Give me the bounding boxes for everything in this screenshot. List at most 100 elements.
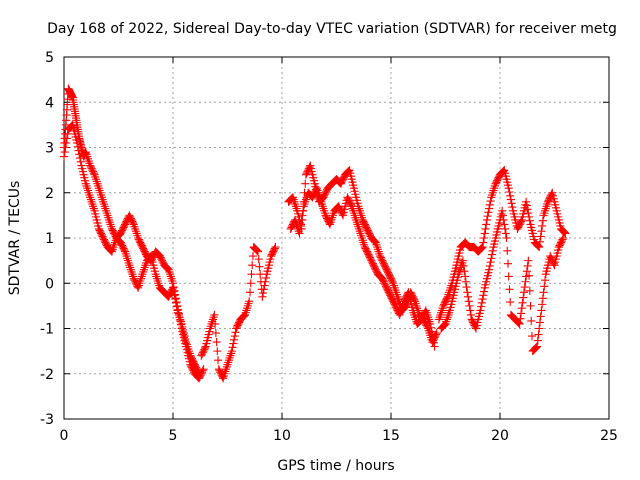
data-point-fill bbox=[448, 294, 457, 303]
data-point-fill bbox=[381, 264, 390, 273]
data-point-fill bbox=[483, 271, 492, 280]
data-point-fill bbox=[516, 218, 525, 227]
data-point-fill bbox=[148, 258, 157, 267]
data-point-fill bbox=[490, 236, 499, 246]
data-point-fill bbox=[493, 175, 502, 184]
data-point-fill bbox=[81, 176, 90, 185]
data-point bbox=[533, 342, 542, 351]
data-point-fill bbox=[198, 348, 207, 357]
data-point bbox=[164, 292, 173, 301]
data-point-fill bbox=[377, 255, 386, 264]
data-point bbox=[195, 369, 204, 378]
data-point-fill bbox=[60, 147, 69, 157]
data-point bbox=[432, 328, 441, 338]
data-point-fill bbox=[192, 363, 201, 372]
data-series bbox=[437, 206, 568, 356]
data-point-fill bbox=[204, 330, 213, 339]
data-point bbox=[493, 224, 502, 233]
data-point-fill bbox=[477, 298, 486, 307]
data-point-fill bbox=[527, 223, 536, 232]
data-point bbox=[362, 224, 372, 233]
data-points bbox=[59, 84, 570, 383]
data-point-fill bbox=[506, 191, 515, 200]
data-point-fill bbox=[307, 167, 316, 176]
data-point-fill bbox=[385, 289, 394, 298]
data-point bbox=[190, 360, 199, 369]
data-point-fill bbox=[294, 212, 303, 221]
data-point-fill bbox=[97, 229, 106, 238]
data-point-fill bbox=[447, 300, 456, 309]
data-point bbox=[380, 261, 389, 270]
data-point-fill bbox=[378, 256, 387, 265]
data-point-fill bbox=[172, 302, 181, 311]
data-point-fill bbox=[180, 331, 189, 341]
data-point-fill bbox=[119, 223, 128, 232]
data-point-fill bbox=[423, 322, 432, 332]
data-point-fill bbox=[465, 301, 474, 310]
y-tick-label: -1 bbox=[40, 322, 54, 338]
data-point-fill bbox=[139, 244, 148, 253]
data-point-fill bbox=[508, 203, 517, 212]
data-point-fill bbox=[88, 166, 97, 175]
data-point-fill bbox=[195, 372, 204, 381]
data-point-fill bbox=[347, 175, 356, 184]
data-point-fill bbox=[308, 170, 317, 179]
data-point-fill bbox=[261, 273, 271, 283]
x-tick-label: 20 bbox=[491, 428, 509, 444]
data-point bbox=[369, 261, 378, 270]
data-point-fill bbox=[179, 328, 188, 338]
data-point-fill bbox=[486, 258, 495, 267]
data-point bbox=[400, 297, 409, 306]
data-point-fill bbox=[421, 318, 430, 327]
data-point-fill bbox=[346, 169, 355, 178]
data-point-fill bbox=[486, 196, 495, 206]
data-point-fill bbox=[474, 312, 483, 321]
data-point-fill bbox=[462, 282, 471, 292]
data-point bbox=[168, 283, 178, 292]
data-point bbox=[561, 229, 570, 238]
y-tick-label: 1 bbox=[45, 231, 54, 247]
data-point-fill bbox=[522, 267, 531, 276]
data-point-fill bbox=[92, 215, 101, 224]
data-point-fill bbox=[158, 256, 167, 265]
data-point-fill bbox=[384, 286, 393, 295]
data-point-fill bbox=[87, 164, 96, 173]
data-point-fill bbox=[120, 246, 129, 255]
data-point-fill bbox=[62, 138, 71, 148]
data-point-fill bbox=[534, 242, 543, 251]
data-point-fill bbox=[178, 322, 187, 332]
data-point bbox=[546, 252, 555, 261]
data-point bbox=[450, 288, 459, 297]
data-point-fill bbox=[379, 277, 388, 286]
data-point-fill bbox=[487, 254, 496, 263]
data-point-fill bbox=[550, 197, 559, 206]
data-point bbox=[476, 306, 485, 315]
data-point-fill bbox=[137, 241, 146, 250]
data-point-fill bbox=[525, 286, 534, 295]
data-point-fill bbox=[367, 256, 376, 265]
data-point-fill bbox=[466, 310, 475, 319]
data-point bbox=[489, 243, 498, 252]
data-point-fill bbox=[481, 280, 490, 289]
data-point bbox=[306, 161, 315, 170]
data-point bbox=[504, 184, 513, 193]
data-point-fill bbox=[503, 259, 513, 268]
data-point-fill bbox=[134, 235, 143, 244]
data-point-fill bbox=[62, 134, 71, 143]
data-point-fill bbox=[203, 333, 212, 342]
data-point-fill bbox=[519, 206, 529, 215]
data-point-fill bbox=[61, 143, 70, 152]
data-point-fill bbox=[450, 267, 459, 276]
data-point-fill bbox=[128, 217, 137, 226]
data-point-fill bbox=[361, 221, 370, 230]
data-point-fill bbox=[522, 272, 531, 281]
data-point bbox=[552, 206, 561, 215]
data-point bbox=[382, 283, 391, 292]
data-point-fill bbox=[480, 229, 489, 238]
data-series bbox=[434, 166, 570, 324]
data-point-fill bbox=[302, 169, 311, 178]
data-point-fill bbox=[418, 312, 428, 321]
data-point bbox=[258, 292, 267, 301]
data-point-fill bbox=[346, 172, 356, 181]
data-point-fill bbox=[200, 345, 209, 354]
